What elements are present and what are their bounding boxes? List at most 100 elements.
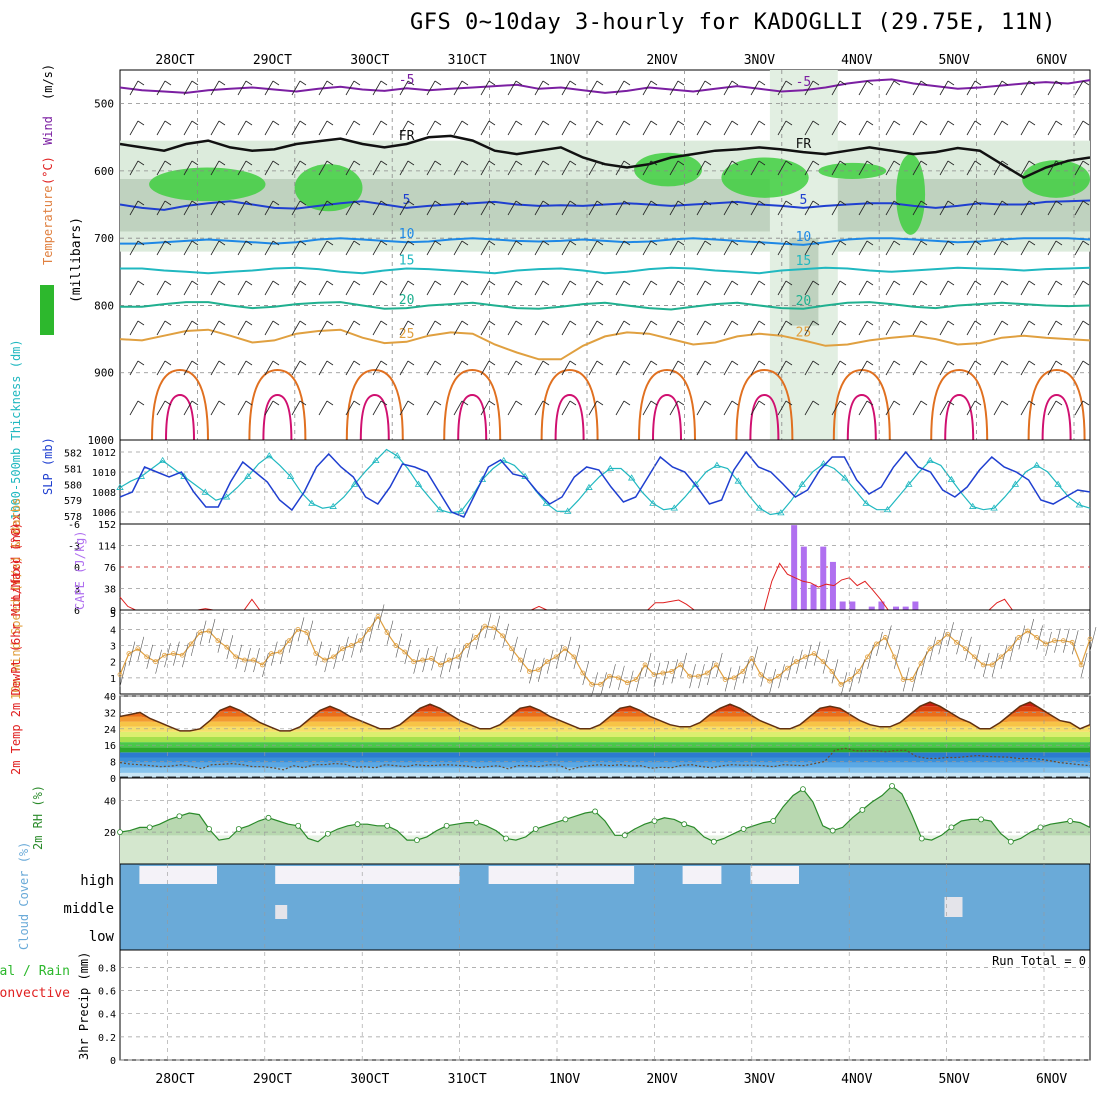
- wind-barb-flag: [164, 320, 172, 326]
- x-tick-bottom: 3NOV: [744, 1072, 775, 1087]
- surface-barb: [466, 633, 474, 658]
- wind-barb: [264, 160, 274, 176]
- contour-35: [1041, 393, 1072, 441]
- thickness-marker: [478, 475, 487, 483]
- wind-barb: [453, 200, 463, 216]
- wind-barb: [291, 360, 301, 376]
- cloud-gap-mid: [944, 897, 963, 917]
- x-tick-top: 29OCT: [253, 53, 292, 68]
- wind-barb-flag: [596, 320, 604, 326]
- wind-barb-flag: [1055, 80, 1063, 86]
- panel-upper-air: [119, 69, 1091, 441]
- wind-speed-marker: [998, 654, 1004, 660]
- wind-barb-flag: [407, 240, 415, 246]
- wind-speed-marker: [224, 644, 230, 650]
- wind-barb: [588, 400, 598, 416]
- wind-speed-marker: [900, 677, 906, 682]
- wind-speed-marker: [1007, 646, 1013, 652]
- wind-barb: [723, 360, 733, 376]
- surface-barb: [208, 618, 216, 644]
- y-tick: 1000: [88, 434, 115, 447]
- wind-speed-marker: [624, 680, 630, 686]
- wind-barb-flag: [623, 160, 631, 166]
- wind-speed-line: [119, 615, 1091, 686]
- wind-barb: [858, 360, 868, 376]
- surface-barb: [974, 644, 981, 669]
- wind-barb-flag: [245, 400, 253, 406]
- wind-speed-marker: [188, 641, 194, 647]
- cape-bar: [902, 606, 909, 610]
- wind-barb-flag: [434, 320, 442, 326]
- wind-barb-flag: [245, 160, 253, 166]
- wind-barb-flag: [866, 400, 874, 406]
- rh-blob: [896, 154, 926, 235]
- rh-blob: [294, 164, 363, 212]
- wind-barb-flag: [380, 160, 388, 166]
- wind-barb: [534, 200, 544, 216]
- y-tick-cape: 0: [110, 606, 116, 617]
- wind-barb-flag: [245, 120, 253, 126]
- cape-bar: [868, 606, 875, 610]
- wind-barb: [642, 360, 652, 376]
- cape-bar: [893, 606, 899, 610]
- wind-barb: [318, 160, 328, 176]
- surface-barb: [297, 617, 305, 642]
- surface-barb: [582, 660, 590, 686]
- wind-barb: [291, 120, 301, 136]
- surface-barb: [751, 646, 759, 671]
- rh-blob: [149, 167, 266, 202]
- thickness-marker: [947, 475, 956, 483]
- wind-barb: [1074, 400, 1084, 416]
- surface-barb: [253, 648, 260, 673]
- cape-bar: [820, 546, 827, 610]
- wind-speed-marker: [268, 651, 274, 657]
- thickness-marker: [883, 505, 892, 513]
- wind-speed-marker: [1025, 628, 1031, 634]
- wind-barb-flag: [434, 120, 442, 126]
- surface-barb: [190, 631, 198, 656]
- wind-barb-flag: [677, 160, 685, 166]
- wind-speed-marker: [1052, 638, 1057, 644]
- thickness-marker: [649, 499, 657, 506]
- wind-barb: [480, 120, 490, 136]
- wind-barb-flag: [434, 280, 442, 286]
- wind-barb-flag: [353, 200, 361, 206]
- wind-barb: [885, 360, 895, 376]
- wind-barb-flag: [1028, 200, 1036, 206]
- wind-speed-marker: [491, 625, 497, 631]
- wind-barb: [939, 400, 949, 416]
- y-tick: 900: [94, 367, 114, 380]
- contour-35: [652, 393, 682, 441]
- wind-barb: [696, 120, 706, 136]
- surface-barb: [457, 644, 465, 669]
- surface-barb: [199, 620, 207, 645]
- wind-barb: [1020, 400, 1030, 416]
- surface-barb: [733, 665, 741, 690]
- wind-barb: [1020, 240, 1030, 256]
- wind-barb: [723, 200, 733, 216]
- wind-speed-marker: [384, 630, 390, 636]
- wind-speed-marker: [785, 665, 790, 671]
- wind-barb: [372, 120, 382, 136]
- wind-barb-flag: [1001, 200, 1009, 206]
- wind-barb: [966, 360, 976, 376]
- wind-barb: [804, 200, 814, 216]
- wind-barb-flag: [866, 320, 874, 326]
- wind-barb: [831, 240, 841, 256]
- surface-barb: [333, 644, 340, 669]
- wind-barb: [372, 400, 382, 416]
- isotherm-label: 15: [399, 253, 415, 268]
- wind-barb: [939, 240, 949, 256]
- wind-speed-marker: [331, 654, 336, 660]
- wind-barb-flag: [731, 80, 739, 86]
- wind-barb: [183, 200, 193, 216]
- x-tick-bottom: 1NOV: [549, 1072, 580, 1087]
- wind-barb: [129, 360, 139, 376]
- wind-barb-flag: [137, 360, 145, 366]
- y-label-wind10m: 10m Wind Speed (m/s) & Barbs: [9, 498, 23, 700]
- cloud-row-label: high: [80, 873, 114, 889]
- wind-barb-flag: [326, 120, 334, 126]
- thickness-marker: [585, 483, 593, 490]
- surface-barb: [991, 652, 999, 677]
- wind-barb-flag: [650, 120, 658, 126]
